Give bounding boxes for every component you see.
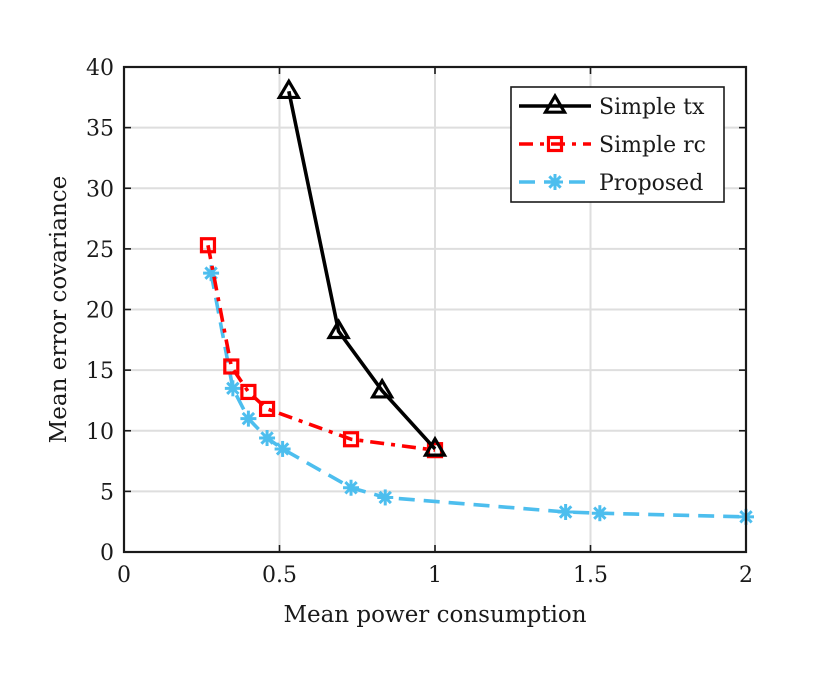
series-simple-tx [276,78,448,457]
marker-stroke [226,381,240,396]
legend-label: Simple tx [599,95,705,120]
y-tick-label: 5 [100,480,114,505]
y-tick-label: 20 [86,299,114,324]
y-tick-label: 15 [86,359,114,384]
marker-stroke [241,411,256,426]
data-point [224,380,241,397]
y-tick-label: 40 [86,56,114,81]
x-tick-label: 0.5 [262,563,297,588]
marker-stroke [593,506,607,520]
legend-item: Simple rc [519,133,706,158]
legend-item: Simple tx [519,92,705,120]
y-tick-label: 0 [100,541,114,566]
data-point [240,383,257,401]
marker-stroke [204,266,218,280]
y-axis-label: Mean error covariance [46,176,72,444]
data-point [377,489,394,506]
data-point [240,410,257,427]
marker-stroke [548,175,562,189]
data-point [223,358,240,375]
y-tick-label: 35 [86,117,114,142]
marker-stroke [260,431,274,445]
plot-series [199,78,754,525]
y-tick-label: 25 [86,238,114,263]
x-tick-label: 2 [739,563,753,588]
data-point [258,400,276,418]
data-point [274,440,291,457]
legend-marker [547,174,563,190]
legend-marker [542,92,568,114]
x-tick-label: 1.5 [573,563,608,588]
y-tick-label: 30 [86,177,114,202]
x-tick-label: 0 [117,563,131,588]
series-line [209,272,747,519]
legend-label: Simple rc [599,133,706,158]
data-point [369,377,395,399]
data-point [259,430,276,447]
legend: Simple tx Simple rc Proposed [510,86,725,203]
marker-stroke [558,505,573,519]
x-axis-label: Mean power consumption [283,602,586,628]
data-point [326,318,351,340]
legend-label: Proposed [599,171,703,196]
data-point [591,505,608,522]
legend-marker [546,135,564,153]
legend-item: Proposed [519,171,703,196]
data-point [342,431,360,448]
data-point [557,503,574,520]
series-simple-rc [199,237,444,459]
marker-stroke [344,481,358,495]
x-tick-label: 1 [428,563,442,588]
data-point [276,78,302,100]
series-proposed [203,265,754,525]
series-line [287,90,437,451]
y-tick-label: 10 [86,420,114,445]
marker-stroke [275,442,290,456]
series-line [206,244,436,452]
data-point [422,435,448,457]
data-point [199,237,217,254]
marker-stroke [378,490,392,505]
data-point [343,479,360,496]
